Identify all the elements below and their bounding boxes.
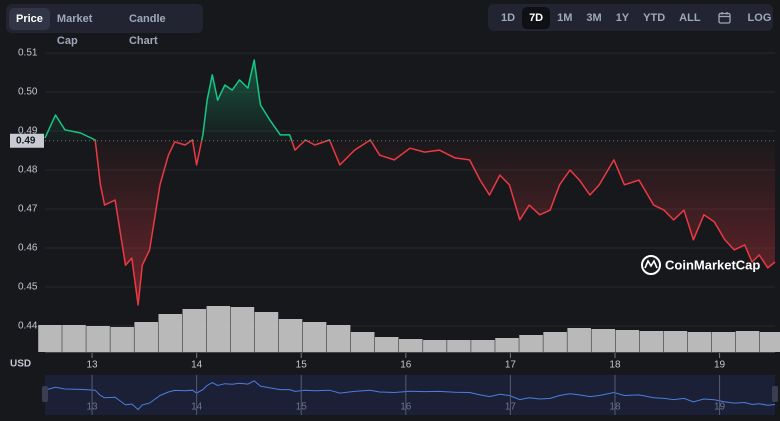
- x-tick-label: 13: [87, 360, 99, 371]
- volume-bar: [230, 307, 255, 352]
- navigator-bg: [45, 375, 775, 415]
- volume-bar: [206, 306, 231, 352]
- volume-bar: [519, 335, 543, 352]
- calendar-icon: [717, 12, 731, 24]
- volume-bar: [687, 332, 712, 352]
- tab[interactable]: Price: [9, 7, 50, 30]
- y-tick-label: 0.46: [18, 243, 38, 254]
- y-tick-label: 0.47: [18, 204, 38, 215]
- volume-bar: [591, 329, 616, 352]
- navigator-tick-label: 16: [400, 402, 412, 413]
- volume-bar: [158, 314, 183, 352]
- volume-bar: [254, 312, 279, 352]
- navigator-handle[interactable]: [42, 386, 48, 402]
- volume-bar: [543, 332, 567, 352]
- x-tick-label: 15: [296, 360, 308, 371]
- x-tick-label: 19: [714, 360, 726, 371]
- volume-bar: [182, 309, 207, 352]
- tab[interactable]: Market Cap: [56, 12, 93, 47]
- volume-bar: [326, 325, 351, 352]
- navigator-line: [44, 380, 776, 411]
- price-line: [44, 59, 776, 306]
- navigator-handle[interactable]: [772, 386, 778, 402]
- range-button[interactable]: 1M: [557, 11, 573, 24]
- volume-bar: [639, 331, 664, 352]
- volume-bar: [134, 322, 158, 352]
- range-group: 1D 7D 1M 3M 1Y YTD ALL LOG: [488, 4, 773, 31]
- x-tick-label: 14: [191, 360, 203, 371]
- y-tick-label: 0.49: [18, 126, 38, 137]
- calendar-button[interactable]: [708, 7, 741, 29]
- volume-bar: [62, 325, 86, 352]
- range-button[interactable]: 7D: [522, 6, 551, 29]
- navigator-tick-label: 15: [296, 402, 308, 413]
- x-tick-label: 18: [609, 360, 621, 371]
- volume-bar: [399, 339, 423, 352]
- volume-bar: [423, 340, 447, 352]
- reference-label: 0.49: [16, 135, 36, 146]
- range-button[interactable]: 1D: [501, 11, 516, 24]
- volume-bar: [38, 325, 62, 352]
- range-button[interactable]: 3M: [586, 11, 602, 24]
- volume-bar: [711, 332, 736, 352]
- volume-bar: [374, 337, 399, 352]
- volume-bar: [615, 330, 640, 352]
- volume-bar: [447, 340, 471, 352]
- tab[interactable]: Candle Chart: [128, 12, 166, 47]
- price-area: [45, 60, 775, 305]
- navigator-tick-label: 13: [87, 402, 99, 413]
- volume-bar: [759, 332, 780, 352]
- volume-bar: [471, 340, 495, 352]
- range-button[interactable]: 1Y: [615, 11, 630, 24]
- navigator-tick-label: 14: [191, 402, 203, 413]
- volume-bar: [278, 319, 303, 352]
- navigator-tick-label: 18: [609, 402, 621, 413]
- y-tick-label: 0.45: [18, 282, 38, 293]
- y-tick-label: 0.51: [18, 48, 38, 59]
- y-tick-label: 0.44: [18, 321, 38, 332]
- x-tick-label: 16: [400, 360, 412, 371]
- volume-bar: [302, 322, 327, 352]
- reference-label-box: [10, 133, 44, 148]
- volume-bar: [663, 331, 688, 352]
- volume-bar: [735, 331, 760, 352]
- y-unit-label: USD: [10, 359, 31, 370]
- y-tick-label: 0.48: [18, 165, 38, 176]
- volume-bar: [495, 338, 519, 352]
- watermark: CoinMarketCap: [641, 255, 760, 275]
- volume-bar: [350, 332, 375, 352]
- volume-bar: [567, 328, 591, 352]
- range-button[interactable]: ALL: [679, 11, 701, 24]
- log-button[interactable]: LOG: [747, 11, 772, 24]
- tab-group: Price Market Cap Candle Chart: [6, 4, 203, 47]
- navigator-tick-label: 19: [714, 402, 726, 413]
- range-button[interactable]: YTD: [643, 11, 666, 24]
- navigator-tick-label: 17: [505, 402, 517, 413]
- watermark-text: CoinMarketCap: [665, 257, 760, 272]
- y-tick-label: 0.50: [18, 87, 38, 98]
- volume-bar: [86, 326, 110, 352]
- volume-bar: [110, 327, 134, 352]
- x-tick-label: 17: [505, 360, 517, 371]
